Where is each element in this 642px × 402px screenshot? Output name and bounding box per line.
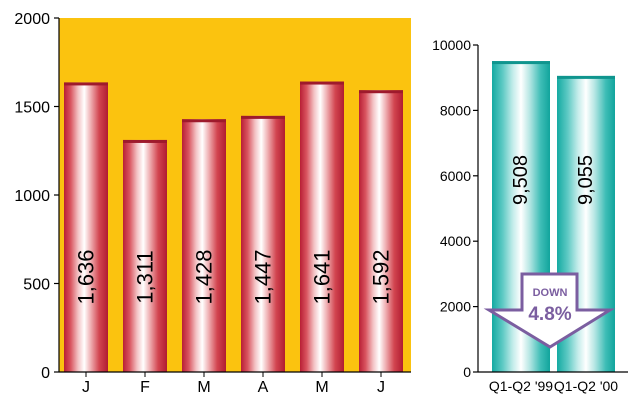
y-tick-label: 2000: [14, 11, 50, 28]
x-tick-label: A: [258, 379, 269, 396]
x-tick-label: M: [197, 379, 210, 396]
bar-body: [300, 81, 344, 372]
y-tick-label: 500: [23, 277, 50, 294]
bar-body: [241, 115, 285, 373]
down-arrow-annotation: DOWN 4.8%: [483, 272, 616, 349]
x-tick-label: Q1-Q2 '00: [554, 378, 618, 394]
bar-f-1: 1,311: [123, 139, 167, 372]
y-tick-label: 10000: [432, 37, 471, 53]
y-tick-label: 0: [41, 365, 50, 382]
x-tick-label: Q1-Q2 '99: [489, 378, 553, 394]
bar-top-edge: [123, 139, 167, 143]
bar-value-label: 9,055: [575, 155, 597, 205]
bar-top-edge: [300, 81, 344, 85]
bar-value-label: 1,428: [192, 249, 217, 304]
x-tick-label: J: [377, 379, 385, 396]
bar-body: [123, 139, 167, 372]
bar-body: [359, 90, 403, 372]
half-year-chart: 9,508 9,055 0 2000 4000 6000 8000 10000 Q1-Q2 …: [432, 37, 628, 394]
y-tick-label: 4000: [440, 233, 471, 249]
y-tick-label: 2000: [440, 299, 471, 315]
bar-top-edge: [359, 90, 403, 94]
y-tick-label: 1500: [14, 100, 50, 117]
bar-top-edge: [492, 61, 550, 65]
bar-top-edge: [182, 119, 226, 123]
bar-m-4: 1,641: [300, 81, 344, 372]
bar-value-label: 9,508: [510, 155, 532, 205]
y-tick-label: 8000: [440, 102, 471, 118]
bar-a-3: 1,447: [241, 115, 285, 373]
annotation-line1: DOWN: [533, 287, 568, 299]
bar-value-label: 1,311: [133, 250, 158, 303]
y-tick-label: 1000: [14, 188, 50, 205]
x-tick-label: F: [140, 379, 150, 396]
plot-background: [59, 18, 411, 372]
bar-m-2: 1,428: [182, 119, 226, 372]
bar-value-label: 1,447: [251, 249, 276, 304]
bar-top-edge: [557, 75, 615, 79]
y-tick-label: 0: [463, 364, 471, 380]
monthly-chart: 1,636 1,311 1,428 1,447 1,641 1,592 0 500 1000 1…: [14, 11, 411, 396]
bar-value-label: 1,641: [310, 249, 335, 304]
annotation-line2: 4.8%: [528, 304, 571, 325]
bar-j-5: 1,592: [359, 90, 403, 372]
bar-value-label: 1,592: [369, 249, 394, 304]
bar-value-label: 1,636: [74, 249, 99, 304]
bar-body: [64, 82, 108, 372]
y-tick-label: 6000: [440, 168, 471, 184]
x-tick-label: J: [82, 379, 90, 396]
bar-top-edge: [241, 115, 285, 119]
down-arrow-icon: [483, 272, 616, 349]
bar-body: [182, 119, 226, 372]
bar-top-edge: [64, 82, 108, 86]
bar-j-0: 1,636: [64, 82, 108, 372]
x-tick-label: M: [315, 379, 328, 396]
